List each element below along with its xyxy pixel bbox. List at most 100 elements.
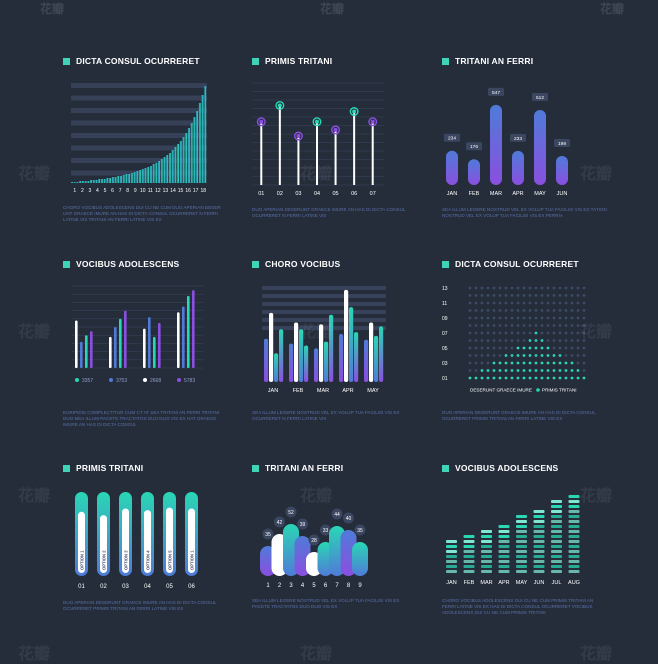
x-tick-label: 18	[200, 188, 206, 194]
capsule-inner	[122, 508, 129, 573]
matrix-dot	[564, 346, 568, 350]
matrix-dot	[486, 324, 490, 327]
segment	[516, 550, 527, 553]
panel-description: CHORO VOCIBUS ADOLESCENS DUI CU NE CUM P…	[442, 598, 594, 616]
matrix-dot	[576, 316, 580, 320]
matrix-dot	[546, 309, 550, 312]
matrix-dot	[546, 294, 550, 297]
grouped-bar	[299, 329, 304, 382]
value-label: 40	[346, 516, 352, 522]
growth-bar	[84, 181, 87, 183]
panel-title: CHORO VOCIBUS	[265, 259, 341, 269]
segment	[568, 525, 580, 528]
grid-band	[262, 294, 386, 298]
matrix-dot	[576, 301, 580, 305]
x-tick-label: 9	[358, 583, 362, 589]
segment	[446, 570, 457, 573]
matrix-dot	[582, 301, 586, 305]
growth-bar	[196, 111, 199, 183]
matrix-dot	[492, 316, 496, 320]
matrix-dot	[516, 331, 520, 335]
segment	[533, 545, 545, 548]
matrix-dot	[504, 369, 508, 372]
x-tick-label: FEB	[469, 191, 480, 197]
x-tick-label: 04	[144, 584, 151, 590]
matrix-dot	[528, 339, 532, 342]
matrix-dot	[558, 301, 562, 305]
segment	[446, 545, 457, 548]
matrix-dot	[582, 339, 586, 342]
grouped-bar	[274, 353, 279, 382]
chart-stacked-segments: JAN FEB MAR APR MAY JUN JUL AUG	[446, 495, 580, 586]
legend-label: 5783	[184, 378, 195, 384]
matrix-dot	[546, 339, 550, 342]
x-tick-label: 6	[324, 583, 328, 589]
matrix-dot	[576, 354, 580, 357]
growth-bar	[71, 182, 73, 183]
matrix-dot	[534, 286, 538, 290]
matrix-dot	[534, 294, 538, 297]
matrix-dot	[498, 376, 502, 380]
growth-bar	[79, 181, 82, 183]
matrix-dot	[570, 361, 574, 365]
segment	[463, 555, 475, 558]
x-tick-label: 1	[266, 583, 270, 589]
matrix-dot	[480, 324, 484, 327]
grouped-bar	[329, 314, 334, 382]
matrix-dot	[534, 376, 538, 380]
capsule-label: OPTION 2	[101, 550, 106, 570]
y-tick-label: 13	[442, 286, 448, 292]
matrix-dot	[492, 361, 496, 365]
stick-bar	[153, 336, 156, 368]
segment	[551, 545, 562, 548]
matrix-dot	[546, 354, 550, 357]
segment	[551, 565, 562, 568]
growth-bar	[152, 164, 155, 183]
matrix-dot	[492, 354, 496, 357]
segment	[533, 525, 545, 528]
y-tick-label: 03	[442, 361, 448, 367]
x-tick-label: 3	[88, 188, 91, 194]
lollipop-ring	[349, 107, 359, 117]
segment	[481, 530, 492, 533]
panel-7: PRIMIS TRITANI OPTION 1 01 OPTION 2 02 OPTIO…	[63, 462, 253, 652]
matrix-dot	[558, 294, 562, 297]
matrix-dot	[576, 331, 580, 335]
grid-band	[262, 286, 386, 290]
value-bubble	[285, 506, 297, 518]
matrix-dot	[486, 316, 490, 320]
panel-title: TRITANI AN FERRI	[455, 56, 534, 66]
segment	[533, 530, 545, 533]
x-tick-label: 06	[351, 191, 357, 197]
value-label: 176	[470, 144, 478, 150]
grid-band	[262, 318, 386, 322]
month-bar	[446, 150, 458, 185]
matrix-dot	[570, 354, 574, 357]
matrix-dot	[558, 286, 562, 290]
lollipop-dot	[277, 103, 282, 108]
matrix-dot	[468, 361, 472, 365]
matrix-dot	[558, 369, 562, 372]
grid-band	[71, 133, 207, 138]
matrix-dot	[546, 316, 550, 320]
y-tick-label: 09	[442, 316, 448, 322]
month-bar	[490, 104, 502, 185]
grouped-bar	[364, 339, 369, 382]
x-tick-label: 05	[166, 584, 173, 590]
segment	[463, 560, 475, 563]
segment	[446, 565, 457, 568]
matrix-dot	[498, 286, 502, 290]
growth-bar	[136, 171, 139, 183]
segment	[481, 555, 492, 558]
growth-bar	[171, 150, 174, 183]
matrix-dot	[504, 301, 508, 305]
matrix-dot	[552, 369, 556, 372]
segment	[568, 540, 580, 543]
growth-bar	[114, 177, 117, 183]
x-tick-label: APR	[342, 388, 353, 394]
segment	[551, 525, 562, 528]
title-square-icon	[442, 260, 449, 268]
matrix-dot	[546, 376, 550, 380]
matrix-dot	[474, 309, 478, 312]
growth-bar	[160, 159, 163, 183]
